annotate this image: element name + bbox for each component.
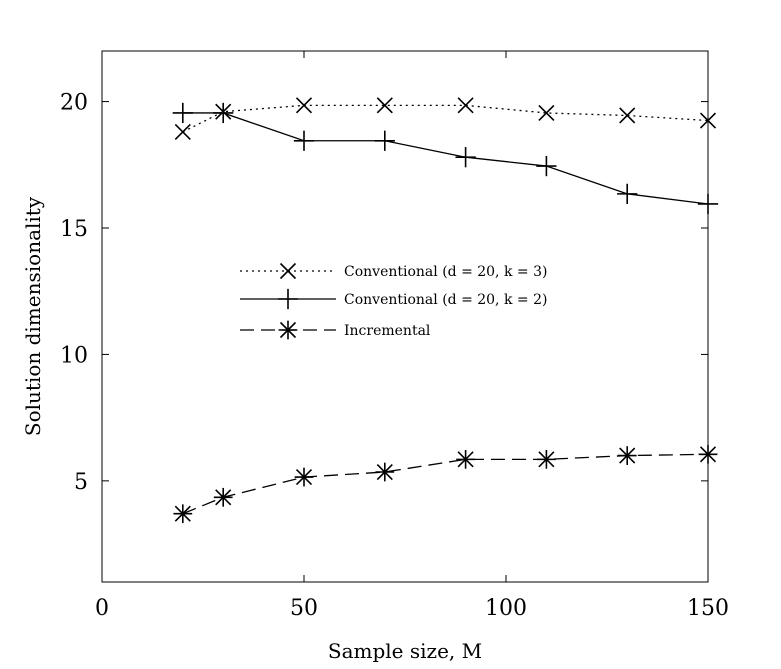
data-point — [455, 147, 476, 168]
data-point — [375, 462, 395, 482]
x-tick-label: 150 — [687, 596, 729, 621]
legend-entry-1: Conventional (d = 20, k = 3) — [240, 262, 547, 280]
data-point — [293, 130, 315, 151]
data-point — [295, 97, 313, 114]
data-point — [278, 320, 298, 340]
legend-label: Conventional (d = 20, k = 2) — [344, 292, 547, 308]
data-point — [617, 446, 637, 465]
data-point — [456, 449, 475, 469]
legend: Conventional (d = 20, k = 3) Conventional… — [240, 262, 547, 340]
axis-labels: 0 50 100 150 5 10 15 20 Sample size, M Solution d… — [21, 91, 729, 663]
legend-label: Conventional (d = 20, k = 3) — [344, 264, 547, 280]
data-point — [536, 155, 557, 177]
data-point — [213, 487, 233, 507]
data-point — [279, 262, 297, 280]
x-tick-label: 50 — [290, 596, 318, 621]
legend-entry-3: Incremental — [240, 320, 431, 340]
data-point — [374, 130, 395, 151]
data-point — [619, 107, 636, 124]
series-line — [182, 112, 709, 205]
x-tick-label: 100 — [485, 596, 527, 621]
data-point — [173, 504, 193, 524]
data-point — [697, 193, 719, 215]
x-tick-label: 0 — [95, 596, 109, 621]
data-point — [213, 102, 234, 124]
legend-entry-2: Conventional (d = 20, k = 2) — [240, 288, 547, 310]
data-point — [376, 97, 393, 114]
y-tick-label: 20 — [60, 91, 88, 116]
data-point — [699, 112, 717, 129]
data-point — [174, 123, 191, 140]
data-point — [457, 97, 474, 114]
data-point — [698, 444, 718, 464]
series-2 — [172, 102, 719, 215]
series-3 — [173, 444, 718, 524]
data-point — [277, 288, 299, 310]
data-point — [172, 102, 193, 124]
series-1 — [174, 97, 717, 140]
data-point — [617, 183, 638, 204]
y-axis-label: Solution dimensionality — [21, 196, 45, 436]
series-line — [182, 453, 709, 515]
data-point — [537, 449, 556, 469]
series-layer — [172, 97, 719, 524]
plot-area — [101, 50, 709, 583]
y-tick-label: 5 — [74, 470, 88, 495]
x-axis-label: Sample size, M — [328, 639, 482, 663]
y-tick-label: 10 — [60, 343, 88, 368]
data-point — [538, 104, 555, 122]
y-tick-label: 15 — [60, 217, 88, 242]
axes-box — [101, 50, 709, 583]
legend-label: Incremental — [344, 323, 431, 339]
series-line — [182, 104, 709, 133]
data-point — [294, 467, 314, 487]
